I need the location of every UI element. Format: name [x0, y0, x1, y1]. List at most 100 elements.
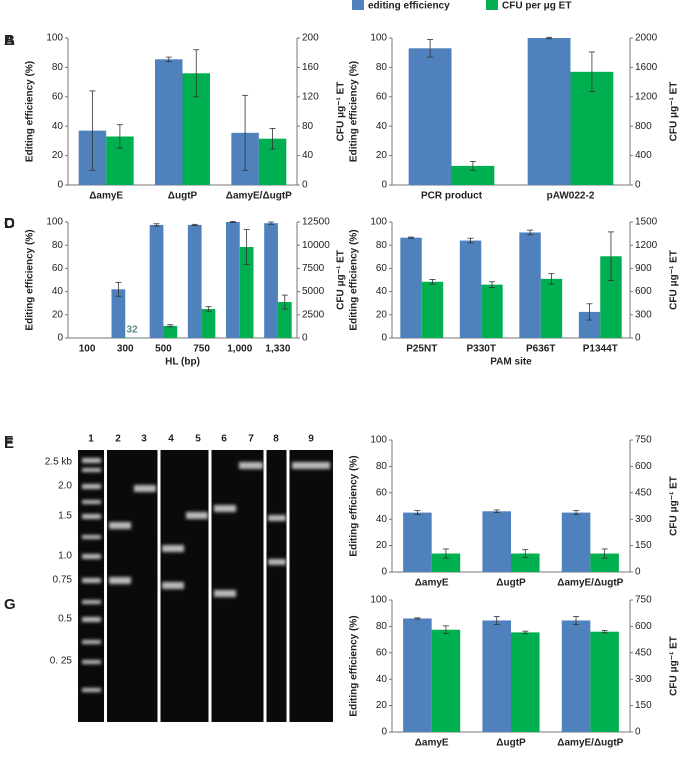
- y2-tick-label: 0: [635, 567, 641, 578]
- error-bar: [442, 625, 449, 635]
- bar: [201, 309, 216, 338]
- panel-letter: A: [4, 32, 15, 49]
- y2-tick-label: 1200: [635, 91, 658, 102]
- bar: [519, 232, 541, 338]
- x-tick-label: ΔugtP: [168, 191, 198, 202]
- y2-tick-label: 300: [635, 514, 652, 525]
- bar: [511, 553, 540, 572]
- error-bar: [427, 39, 434, 58]
- x-tick-label: ΔugtP: [496, 578, 526, 589]
- y-axis-label: Editing efficiency (%): [25, 229, 36, 330]
- y-axis-label: Editing efficiency (%): [349, 61, 360, 162]
- error-bar: [607, 231, 614, 282]
- error-bar: [527, 229, 534, 236]
- x-axis-label: PAM site: [490, 357, 532, 368]
- error-bar: [469, 161, 476, 171]
- y2-tick-label: 750: [635, 435, 652, 446]
- legend-swatch: [352, 0, 364, 10]
- bar: [239, 246, 254, 338]
- x-tick-label: ΔamyE: [415, 578, 449, 589]
- y2-axis-label: CFU μg⁻¹ ET: [669, 636, 680, 696]
- y2-tick-label: 10000: [302, 240, 330, 251]
- error-bar: [493, 616, 500, 625]
- y-tick-label: 60: [376, 91, 388, 102]
- y-tick-label: 0: [57, 333, 63, 344]
- bar: [590, 553, 619, 572]
- bar: [403, 512, 432, 572]
- y2-tick-label: 150: [635, 700, 652, 711]
- bar: [590, 631, 619, 732]
- y2-tick-label: 600: [635, 621, 652, 632]
- y2-axis-label: CFU μg⁻¹ ET: [669, 476, 680, 536]
- y2-axis-label: CFU μg⁻¹ ET: [669, 250, 680, 310]
- panel-letter: G: [4, 596, 16, 613]
- y-tick-label: 60: [52, 263, 64, 274]
- y-tick-label: 0: [381, 180, 387, 191]
- error-bar: [269, 128, 276, 150]
- data-label: 32: [127, 324, 139, 335]
- y-tick-label: 60: [52, 91, 64, 102]
- error-bar: [493, 509, 500, 513]
- legend-label: editing efficiency: [368, 1, 450, 12]
- y2-tick-label: 1200: [635, 240, 658, 251]
- y-tick-label: 80: [376, 240, 388, 251]
- x-tick-label: P25NT: [406, 344, 437, 355]
- y2-tick-label: 200: [302, 33, 319, 44]
- panel-letter: F: [4, 433, 13, 450]
- panel-letter: B: [4, 32, 15, 49]
- y2-tick-label: 160: [302, 62, 319, 73]
- y2-axis-label: CFU μg⁻¹ ET: [336, 250, 347, 310]
- lane-label: 2: [115, 434, 121, 445]
- error-bar: [205, 306, 212, 312]
- gel-image: [78, 450, 333, 722]
- y-tick-label: 0: [381, 727, 387, 738]
- ladder-label: 0. 25: [50, 656, 73, 667]
- error-bar: [588, 51, 595, 93]
- x-tick-label: ΔamyE: [89, 191, 123, 202]
- bar: [482, 620, 511, 732]
- x-tick-label: P636T: [526, 344, 555, 355]
- bar: [400, 237, 422, 338]
- error-bar: [89, 90, 96, 171]
- y-tick-label: 20: [376, 700, 388, 711]
- error-bar: [601, 630, 608, 634]
- y-tick-label: 20: [376, 150, 388, 161]
- ladder-label: 2.0: [58, 481, 72, 492]
- legend-swatch: [486, 0, 498, 10]
- bar: [264, 223, 278, 338]
- error-bar: [601, 548, 608, 559]
- error-bar: [429, 279, 436, 285]
- x-tick-label: 1,000: [227, 344, 252, 355]
- y-tick-label: 40: [52, 121, 64, 132]
- bar: [561, 620, 591, 732]
- error-bar: [467, 237, 474, 244]
- error-bar: [573, 510, 580, 515]
- y2-tick-label: 900: [635, 263, 652, 274]
- x-tick-label: ΔugtP: [496, 738, 526, 749]
- y-tick-label: 80: [376, 62, 388, 73]
- error-bar: [193, 49, 200, 98]
- y-axis-label: Editing efficiency (%): [349, 229, 360, 330]
- y-tick-label: 40: [376, 286, 388, 297]
- ladder-label: 1.0: [58, 551, 72, 562]
- y-axis-label: Editing efficiency (%): [349, 455, 360, 556]
- y2-tick-label: 0: [635, 180, 641, 191]
- x-axis-label: HL (bp): [165, 357, 200, 368]
- y-tick-label: 60: [376, 487, 388, 498]
- x-tick-label: ΔamyE/ΔugtP: [226, 191, 292, 202]
- lane-label: 7: [248, 434, 254, 445]
- y2-axis-label: CFU μg⁻¹ ET: [669, 82, 680, 142]
- error-bar: [116, 124, 123, 149]
- y-tick-label: 80: [52, 62, 64, 73]
- x-tick-label: 750: [193, 344, 210, 355]
- y2-tick-label: 120: [302, 91, 319, 102]
- error-bar: [408, 236, 415, 239]
- ladder-label: 2.5 kb: [45, 457, 73, 468]
- y-tick-label: 20: [52, 309, 64, 320]
- lane-label: 4: [168, 434, 174, 445]
- error-bar: [573, 616, 580, 625]
- y2-tick-label: 600: [635, 286, 652, 297]
- error-bar: [442, 548, 449, 559]
- y2-tick-label: 40: [302, 150, 314, 161]
